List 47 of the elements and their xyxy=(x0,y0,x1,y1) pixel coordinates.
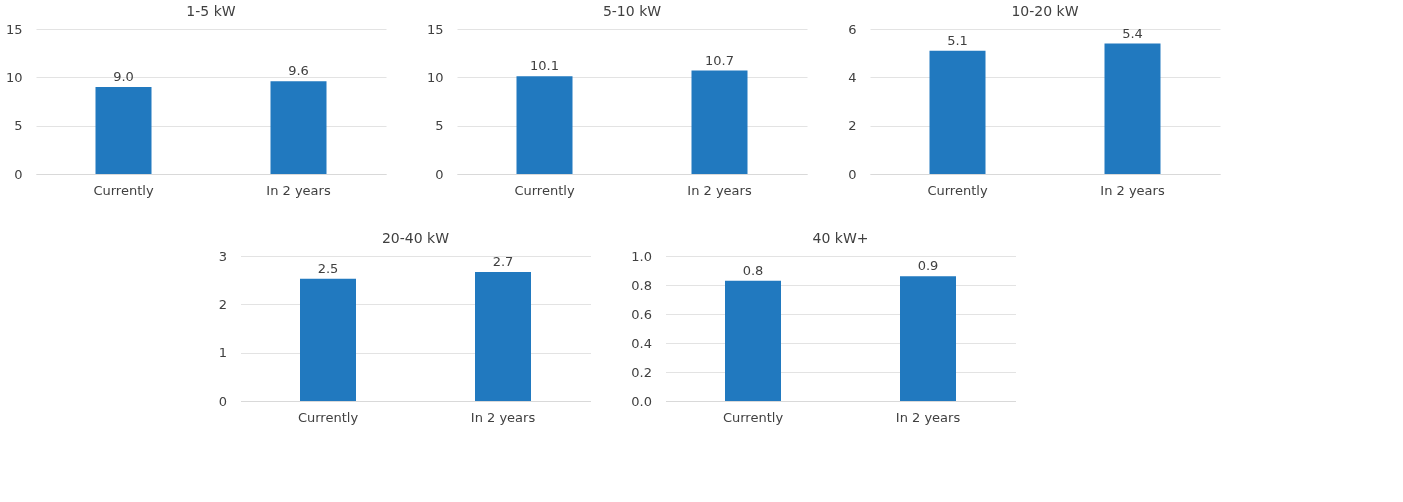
x-tick-label: In 2 years xyxy=(266,182,331,198)
y-tick-label: 10 xyxy=(5,69,23,85)
data-label: 0.9 xyxy=(917,258,939,274)
data-label: 10.7 xyxy=(705,52,734,68)
x-tick-label: In 2 years xyxy=(1100,182,1165,198)
y-tick-label: 10 xyxy=(426,69,444,85)
y-tick-label: 1 xyxy=(218,345,227,361)
data-label: 10.1 xyxy=(530,58,559,74)
y-tick-label: 4 xyxy=(848,69,857,85)
y-tick-label: 3 xyxy=(218,248,227,264)
chart-title: 5-10 kW xyxy=(602,3,662,19)
x-tick-label: Currently xyxy=(93,182,154,198)
y-tick-label: 0 xyxy=(435,166,444,182)
y-tick-label: 0.4 xyxy=(631,335,652,351)
y-tick-label: 15 xyxy=(5,21,23,37)
data-label: 5.4 xyxy=(1122,25,1143,41)
data-label: 5.1 xyxy=(947,32,968,48)
y-tick-label: 1.0 xyxy=(631,248,652,264)
data-label: 9.6 xyxy=(288,63,309,79)
y-tick-label: 15 xyxy=(426,21,444,37)
data-label: 9.0 xyxy=(113,69,134,84)
x-tick-label: In 2 years xyxy=(470,409,536,425)
y-tick-label: 0.8 xyxy=(631,277,652,293)
y-tick-label: 0 xyxy=(218,393,227,409)
chart-title: 20-40 kW xyxy=(381,230,450,246)
x-tick-label: Currently xyxy=(927,182,988,198)
x-tick-label: In 2 years xyxy=(895,409,961,425)
y-tick-label: 5 xyxy=(14,118,23,134)
x-tick-label: Currently xyxy=(514,182,575,198)
y-tick-label: 2 xyxy=(218,296,227,312)
chart-title: 40 kW+ xyxy=(812,230,869,246)
y-tick-label: 6 xyxy=(848,21,857,37)
x-tick-label: Currently xyxy=(297,409,359,425)
x-tick-label: In 2 years xyxy=(687,182,752,198)
y-tick-label: 2 xyxy=(848,118,857,134)
y-tick-label: 0.2 xyxy=(631,364,652,380)
x-tick-label: Currently xyxy=(722,409,784,425)
y-tick-label: 0.6 xyxy=(631,306,652,322)
data-label: 2.7 xyxy=(492,253,514,269)
data-label: 2.5 xyxy=(317,260,339,276)
chart-title: 10-20 kW xyxy=(1011,3,1079,19)
y-tick-label: 5 xyxy=(435,118,444,134)
chart-title: 1-5 kW xyxy=(186,3,236,19)
y-tick-label: 0 xyxy=(848,166,857,182)
y-tick-label: 0 xyxy=(14,166,23,182)
data-label: 0.8 xyxy=(742,262,764,278)
y-tick-label: 0.0 xyxy=(631,393,652,409)
